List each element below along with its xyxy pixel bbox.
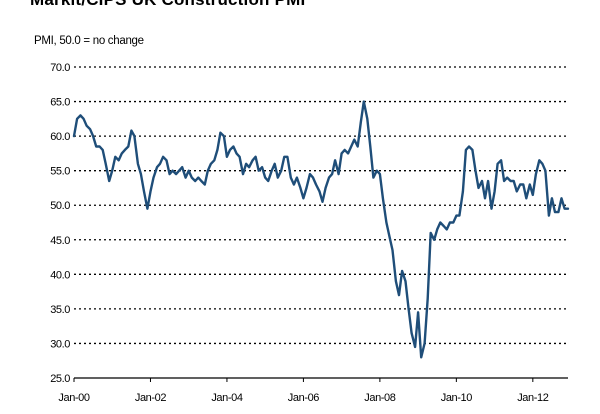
x-tick-label: Jan-02: [135, 392, 167, 404]
y-tick-label: 55.0: [50, 166, 70, 178]
y-tick-label: 30.0: [50, 338, 70, 350]
x-tick-labels: Jan-00 Jan-02 Jan-04 Jan-06 Jan-08 Jan-10 Jan-…: [58, 392, 549, 404]
y-tick-labels: 25.0 30.0 35.0 40.0 45.0 50.0 55.0 60.0 65.0 70.0: [50, 62, 70, 385]
series-line: [72, 100, 570, 359]
x-tick-label: Jan-10: [441, 392, 473, 404]
y-axis-label: PMI, 50.0 = no change: [34, 35, 144, 47]
x-tick-label: Jan-08: [364, 392, 396, 404]
y-tick-label: 35.0: [50, 304, 70, 316]
y-tick-label: 25.0: [50, 373, 70, 385]
chart-title: Markit/CIPS UK Construction PMI: [30, 0, 305, 10]
y-tick-label: 40.0: [50, 269, 70, 281]
gridlines: [74, 66, 568, 345]
axes: [73, 377, 568, 382]
series: [72, 100, 570, 359]
x-tick-label: Jan-12: [517, 392, 549, 404]
x-tick-label: Jan-00: [58, 392, 90, 404]
y-tick-label: 45.0: [50, 235, 70, 247]
y-tick-label: 65.0: [50, 97, 70, 109]
x-tick-label: Jan-06: [288, 392, 320, 404]
y-tick-label: 60.0: [50, 131, 70, 143]
y-tick-label: 50.0: [50, 200, 70, 212]
y-tick-label: 70.0: [50, 62, 70, 74]
x-tick-label: Jan-04: [211, 392, 243, 404]
